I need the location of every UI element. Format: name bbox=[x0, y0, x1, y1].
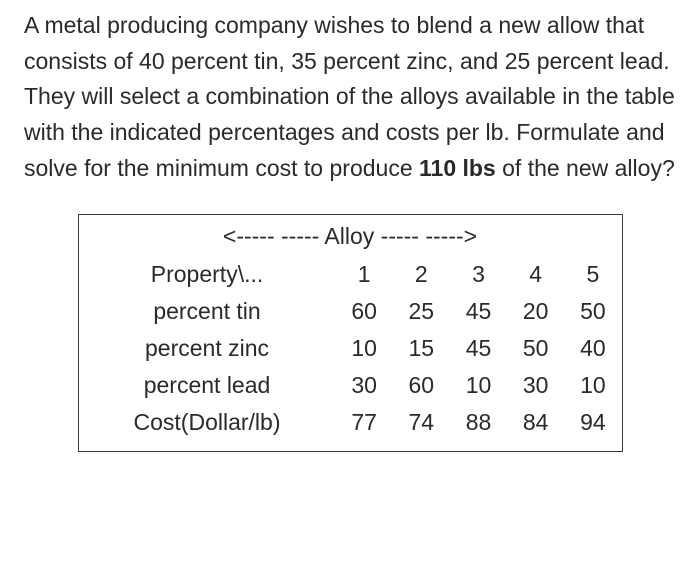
cell: 30 bbox=[336, 367, 393, 404]
row-label: Cost(Dollar/lb) bbox=[79, 404, 336, 441]
problem-statement: A metal producing company wishes to blen… bbox=[24, 8, 676, 186]
property-col-header: Property\... bbox=[79, 256, 336, 293]
row-label: percent lead bbox=[79, 367, 336, 404]
table-row: percent lead 30 60 10 30 10 bbox=[79, 367, 622, 404]
row-label: percent zinc bbox=[79, 330, 336, 367]
cell: 60 bbox=[393, 367, 450, 404]
alloy-col-3: 3 bbox=[450, 256, 507, 293]
cell: 20 bbox=[507, 293, 564, 330]
alloy-col-2: 2 bbox=[393, 256, 450, 293]
cell: 94 bbox=[564, 404, 621, 441]
table-row: percent tin 60 25 45 20 50 bbox=[79, 293, 622, 330]
cell: 88 bbox=[450, 404, 507, 441]
data-table: Property\... 1 2 3 4 5 percent tin 60 25… bbox=[79, 256, 622, 441]
cell: 10 bbox=[450, 367, 507, 404]
cell: 30 bbox=[507, 367, 564, 404]
alloy-col-5: 5 bbox=[564, 256, 621, 293]
alloy-table: <----- ----- Alloy ----- -----> Property… bbox=[78, 214, 623, 452]
problem-bold-amount: 110 lbs bbox=[419, 155, 496, 181]
cell: 10 bbox=[564, 367, 621, 404]
cell: 45 bbox=[450, 330, 507, 367]
table-row: Cost(Dollar/lb) 77 74 88 84 94 bbox=[79, 404, 622, 441]
problem-text-end: of the new alloy? bbox=[496, 155, 675, 181]
cell: 60 bbox=[336, 293, 393, 330]
cell: 74 bbox=[393, 404, 450, 441]
cell: 84 bbox=[507, 404, 564, 441]
cell: 15 bbox=[393, 330, 450, 367]
cell: 25 bbox=[393, 293, 450, 330]
cell: 45 bbox=[450, 293, 507, 330]
row-label: percent tin bbox=[79, 293, 336, 330]
alloy-spanning-label: <----- ----- Alloy ----- -----> bbox=[79, 223, 622, 250]
cell: 40 bbox=[564, 330, 621, 367]
table-header-row: Property\... 1 2 3 4 5 bbox=[79, 256, 622, 293]
cell: 50 bbox=[564, 293, 621, 330]
alloy-col-4: 4 bbox=[507, 256, 564, 293]
table-row: percent zinc 10 15 45 50 40 bbox=[79, 330, 622, 367]
cell: 77 bbox=[336, 404, 393, 441]
alloy-col-1: 1 bbox=[336, 256, 393, 293]
cell: 10 bbox=[336, 330, 393, 367]
cell: 50 bbox=[507, 330, 564, 367]
